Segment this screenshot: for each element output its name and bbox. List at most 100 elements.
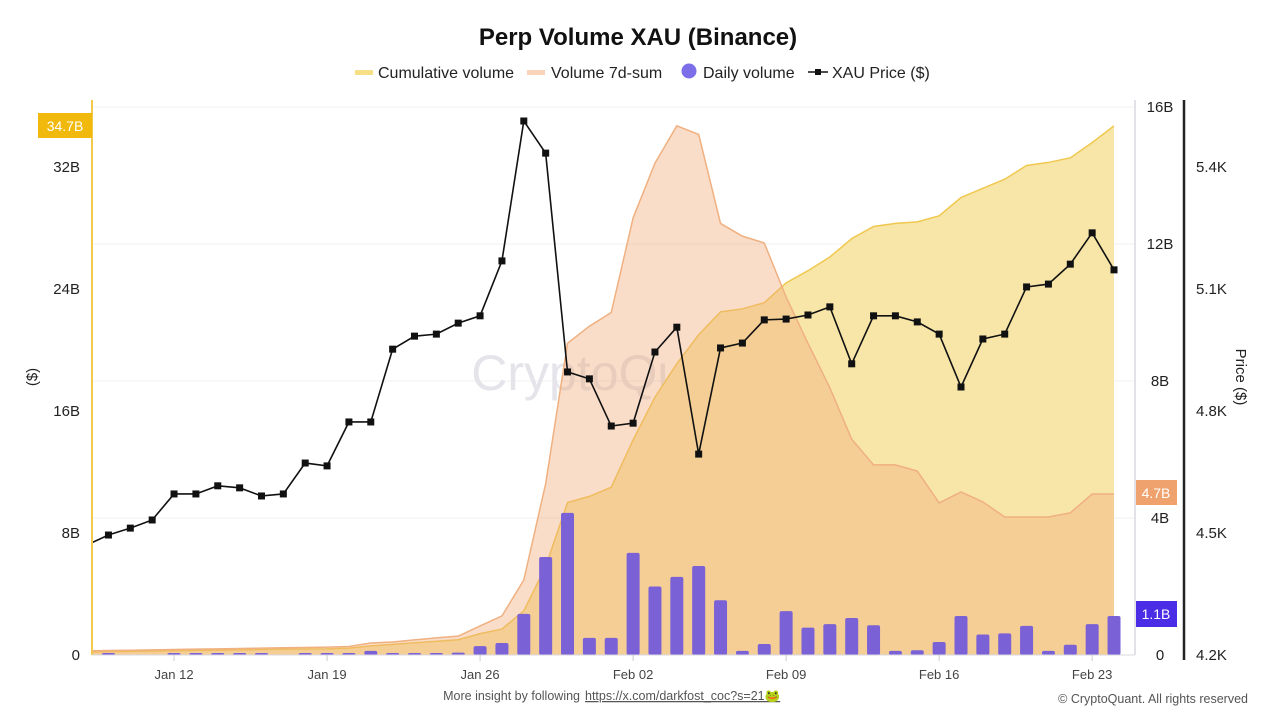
legend-cumulative[interactable]: Cumulative volume: [378, 65, 514, 82]
daily-volume-bar: [670, 576, 684, 655]
legend-price[interactable]: XAU Price ($): [832, 65, 930, 82]
price-marker: [695, 450, 703, 458]
daily-volume-bar: [473, 646, 487, 655]
footer-insight-text: More insight by following: [443, 689, 580, 703]
price-marker: [804, 311, 812, 319]
price-marker: [913, 318, 921, 326]
price-marker: [891, 312, 899, 320]
daily-volume-bar: [561, 512, 575, 655]
price-marker: [1001, 330, 1009, 338]
badge-daily-text: 1.1B: [1142, 606, 1171, 622]
x-tick-label: Jan 19: [308, 667, 347, 682]
price-marker: [257, 492, 265, 500]
price-marker: [498, 257, 506, 265]
axis-labels: 0 8B 16B 24B 32B 0 4B 8B 12B 16B 4.2K 4.5K 4.8K 5.1K 5…: [53, 99, 1227, 682]
price-marker: [564, 368, 572, 376]
price-marker: [717, 344, 725, 352]
price-marker: [476, 312, 484, 320]
daily-volume-bar: [539, 557, 553, 655]
left-tick-label: 8B: [62, 525, 80, 542]
daily-volume-bar: [976, 634, 990, 655]
daily-volume-bar: [757, 644, 771, 655]
price-marker: [848, 360, 856, 368]
left-tick-label: 0: [72, 647, 80, 664]
price-marker: [520, 117, 528, 125]
x-tick-label: Jan 26: [461, 667, 500, 682]
cumulative-volume-line: [92, 125, 1115, 653]
price-marker: [126, 524, 134, 532]
legend-swatch-price-marker: [815, 69, 821, 75]
right-tick-label: 4B: [1151, 510, 1169, 527]
price-tick-label: 5.4K: [1196, 159, 1227, 176]
price-marker: [738, 339, 746, 347]
price-tick-label: 4.8K: [1196, 403, 1227, 420]
price-marker: [83, 542, 90, 549]
price-marker: [367, 418, 375, 426]
daily-volume-bar: [735, 650, 749, 655]
daily-volume-bar: [1020, 625, 1034, 655]
price-marker: [542, 149, 550, 157]
price-marker: [148, 516, 156, 524]
footer: More insight by following https://x.com/…: [443, 689, 1248, 706]
plot-area: [83, 117, 1121, 655]
price-marker: [454, 319, 462, 327]
daily-volume-bar: [1063, 644, 1077, 655]
daily-volume-bar: [954, 615, 968, 655]
price-marker: [279, 490, 287, 498]
price-marker: [301, 459, 309, 467]
price-marker: [760, 316, 768, 324]
daily-volume-bar: [648, 586, 662, 655]
price-marker: [345, 418, 353, 426]
price-marker: [607, 422, 615, 430]
price-tick-label: 5.1K: [1196, 281, 1227, 298]
left-tick-label: 16B: [53, 403, 80, 420]
footer-link[interactable]: https://x.com/darkfost_coc?s=21🐸: [585, 689, 780, 703]
volume-7d-sum-area: [92, 125, 1115, 655]
left-tick-label: 24B: [53, 281, 80, 298]
chart-title: Perp Volume XAU (Binance): [479, 24, 797, 51]
price-marker: [629, 419, 637, 427]
badge-cumulative-text: 34.7B: [47, 118, 84, 134]
legend: Cumulative volume Volume 7d-sum Daily vo…: [355, 63, 930, 82]
legend-7d-sum[interactable]: Volume 7d-sum: [551, 65, 662, 82]
cumulative-volume-area: [92, 125, 1115, 655]
daily-volume-bar: [801, 627, 815, 655]
badge-daily: [1136, 601, 1177, 627]
legend-swatch-7d: [527, 70, 545, 75]
price-marker: [214, 482, 222, 490]
price-marker: [1066, 260, 1074, 268]
price-marker: [651, 348, 659, 356]
daily-volume-bar: [626, 552, 640, 655]
daily-volume-bar: [517, 613, 531, 655]
price-marker: [104, 531, 112, 539]
daily-volume-bar: [823, 624, 837, 655]
daily-volume-bar: [1085, 624, 1099, 655]
daily-volume-bar: [582, 637, 596, 655]
daily-volume-bar: [408, 652, 421, 655]
price-marker: [1088, 229, 1096, 237]
right-tick-label: 12B: [1147, 236, 1174, 253]
footer-copyright: © CryptoQuant. All rights reserved: [1058, 692, 1248, 706]
price-marker: [170, 490, 178, 498]
daily-volume-bar: [998, 633, 1012, 655]
x-tick-label: Feb 02: [613, 667, 653, 682]
price-marker: [870, 312, 878, 320]
legend-swatch-daily: [681, 63, 697, 79]
price-marker: [957, 383, 965, 391]
price-marker: [411, 332, 418, 340]
price-marker: [826, 303, 834, 311]
price-marker: [585, 375, 593, 383]
daily-volume-bar: [867, 625, 881, 655]
right-tick-label: 16B: [1147, 99, 1174, 116]
daily-volume-bar: [714, 600, 728, 655]
x-tick-label: Feb 23: [1072, 667, 1112, 682]
price-axis-label: Price ($): [1232, 349, 1249, 406]
price-marker: [1110, 266, 1118, 274]
badge-7d-sum: [1136, 480, 1177, 505]
price-tick-label: 4.2K: [1196, 647, 1227, 664]
daily-volume-bar: [1041, 650, 1055, 655]
x-tick-label: Feb 09: [766, 667, 806, 682]
legend-daily[interactable]: Daily volume: [703, 65, 795, 82]
price-line: [92, 118, 1115, 544]
